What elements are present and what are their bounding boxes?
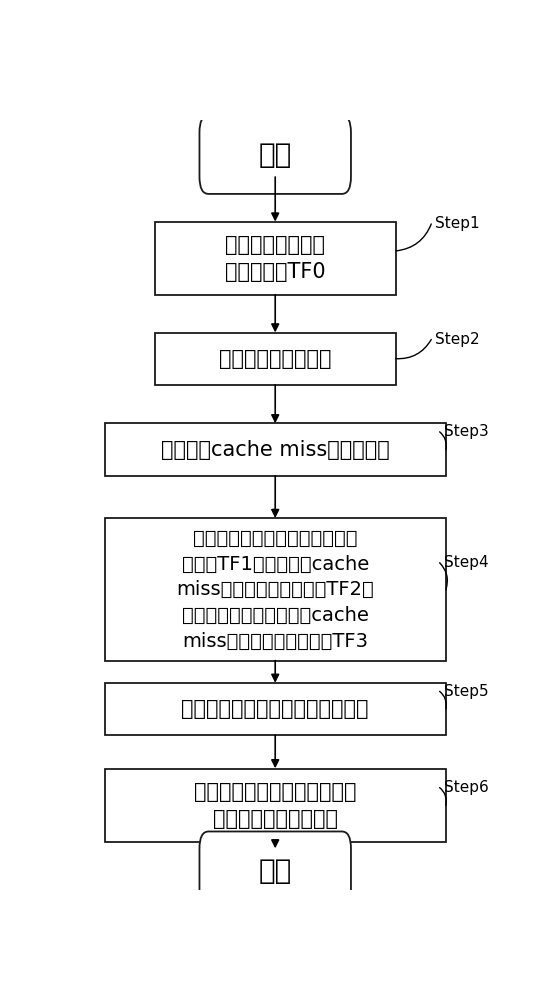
- Text: 开始: 开始: [259, 141, 292, 169]
- Text: Step5: Step5: [444, 684, 488, 699]
- Text: Step6: Step6: [444, 780, 489, 795]
- Bar: [105, 683, 446, 735]
- Bar: [155, 222, 396, 295]
- Text: 定温测试程序调度，获取可行调度: 定温测试程序调度，获取可行调度: [182, 699, 369, 719]
- Text: Step3: Step3: [444, 424, 489, 439]
- Text: 形成基于循环展开变形的程序模
块集合TF1、基于触发cache
miss变形的程序模块集合TF2和
同时采用循环展开和触发cache
miss变形的程序模块集合: 形成基于循环展开变形的程序模 块集合TF1、基于触发cache miss变形的程…: [176, 529, 374, 651]
- Text: 基于触发cache miss的程序变形: 基于触发cache miss的程序变形: [161, 440, 389, 460]
- Text: Step1: Step1: [436, 216, 480, 231]
- FancyBboxPatch shape: [199, 115, 351, 194]
- Text: 结束: 结束: [259, 857, 292, 885]
- Text: Step4: Step4: [444, 555, 488, 570]
- Bar: [105, 518, 446, 661]
- FancyBboxPatch shape: [199, 831, 351, 910]
- Bar: [155, 333, 396, 385]
- Bar: [105, 423, 446, 476]
- Text: 获取未变形原始程
序模块集合TF0: 获取未变形原始程 序模块集合TF0: [225, 235, 325, 282]
- Bar: [105, 769, 446, 842]
- Text: 根据可行调度，针对时延故障
实施内升温的定温测试: 根据可行调度，针对时延故障 实施内升温的定温测试: [194, 782, 357, 829]
- Text: Step2: Step2: [436, 332, 480, 347]
- Text: 循环展开的程序变形: 循环展开的程序变形: [219, 349, 331, 369]
